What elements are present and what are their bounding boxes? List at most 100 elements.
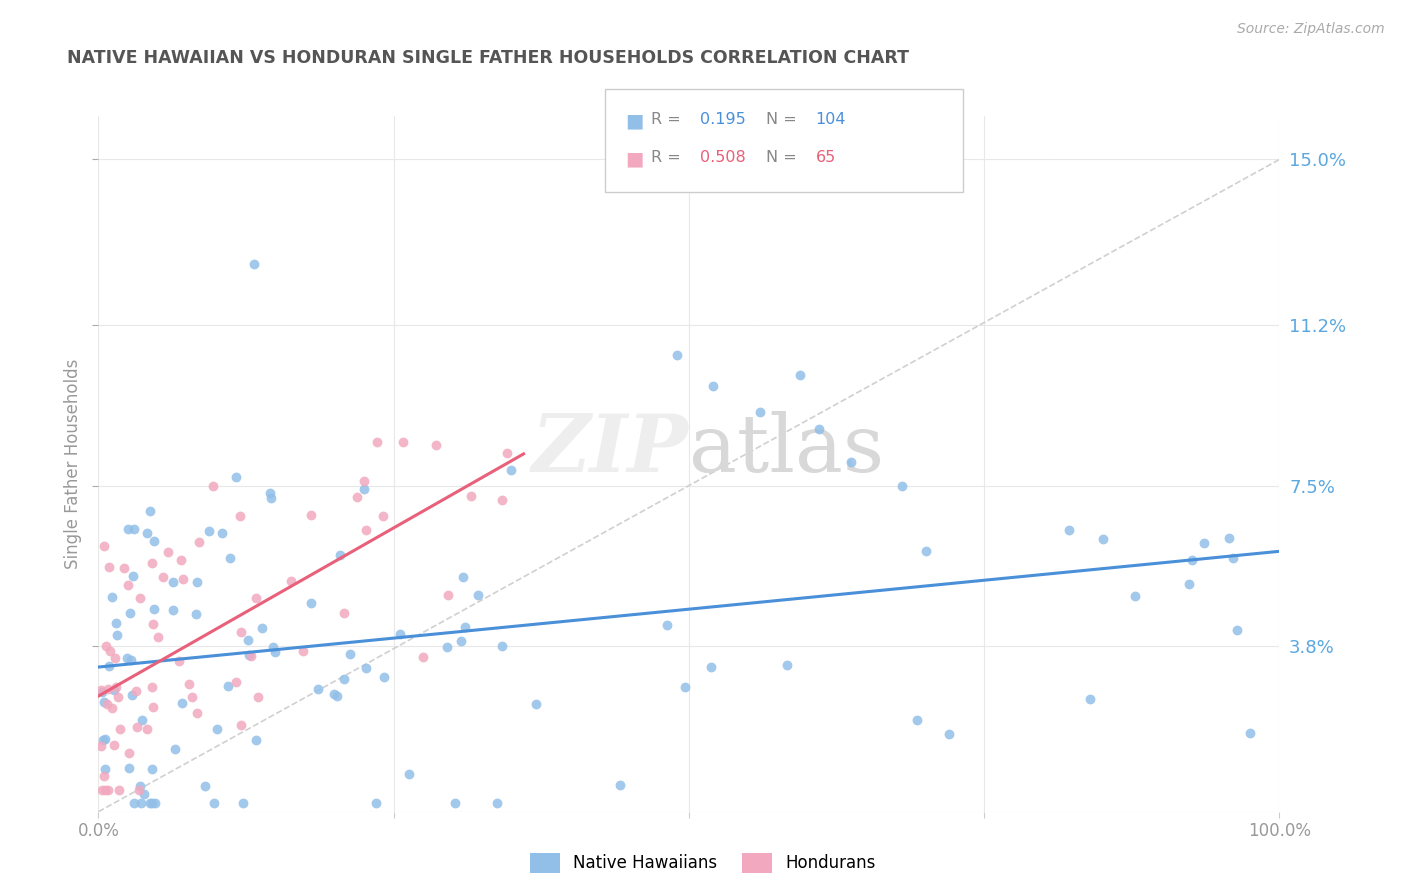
Point [142, 699, 165, 714]
Point [104, 651, 127, 665]
Point [673, 680, 696, 694]
Text: 0.195: 0.195 [700, 112, 747, 127]
Point [90, 685, 112, 699]
Point [100, 700, 122, 714]
Point [329, 548, 352, 562]
Point [105, 627, 128, 641]
Point [129, 796, 152, 810]
Point [291, 644, 314, 658]
Point [105, 680, 128, 694]
Point [322, 687, 344, 701]
Point [451, 570, 474, 584]
Point [454, 620, 477, 634]
Point [110, 722, 132, 736]
Point [776, 658, 799, 673]
Point [93, 539, 115, 553]
Point [139, 796, 162, 810]
Point [118, 746, 141, 760]
Point [184, 607, 207, 621]
Point [1239, 726, 1261, 740]
Point [94, 640, 117, 654]
Point [90, 682, 112, 697]
Point [172, 572, 194, 586]
Point [1218, 531, 1240, 545]
Point [373, 670, 395, 684]
Point [938, 727, 960, 741]
Point [1078, 692, 1101, 706]
Point [657, 617, 679, 632]
Point [167, 654, 190, 668]
Point [142, 617, 165, 632]
Point [412, 649, 434, 664]
Point [143, 796, 166, 810]
Point [229, 624, 252, 639]
Point [125, 683, 148, 698]
Point [90, 739, 112, 754]
Point [437, 588, 460, 602]
Point [789, 368, 811, 382]
Point [353, 482, 375, 496]
Point [398, 767, 420, 781]
Point [117, 578, 139, 592]
Point [187, 535, 209, 549]
Point [225, 674, 247, 689]
Point [299, 508, 322, 522]
Point [1178, 576, 1201, 591]
Point [98, 644, 121, 658]
Point [231, 717, 253, 731]
Point [250, 621, 273, 635]
Point [134, 787, 156, 801]
Point [217, 679, 239, 693]
Point [245, 591, 267, 605]
Point [211, 526, 233, 541]
Point [181, 690, 204, 705]
Point [1194, 536, 1216, 550]
Point [339, 647, 361, 661]
Point [666, 348, 689, 362]
Point [122, 569, 145, 583]
Point [135, 526, 157, 541]
Point [202, 796, 225, 810]
Point [373, 508, 395, 523]
Point [354, 523, 377, 537]
Point [839, 455, 862, 469]
Point [1222, 551, 1244, 566]
Point [94, 732, 117, 747]
Point [1091, 532, 1114, 546]
Point [115, 650, 138, 665]
Point [91, 783, 114, 797]
Point [197, 524, 219, 538]
Point [353, 475, 375, 489]
Point [236, 632, 259, 647]
Text: NATIVE HAWAIIAN VS HONDURAN SINGLE FATHER HOUSEHOLDS CORRELATION CHART: NATIVE HAWAIIAN VS HONDURAN SINGLE FATHE… [67, 49, 910, 67]
Point [1226, 623, 1249, 637]
Point [142, 533, 165, 548]
Point [391, 435, 413, 450]
Point [128, 779, 150, 793]
Point [280, 574, 302, 589]
Text: R =: R = [651, 150, 686, 165]
Point [103, 738, 125, 752]
Point [120, 652, 142, 666]
Point [122, 796, 145, 810]
Point [107, 783, 129, 797]
Point [444, 796, 467, 810]
Point [186, 706, 208, 721]
Point [748, 405, 770, 419]
Point [450, 634, 472, 648]
Point [152, 570, 174, 584]
Point [127, 720, 149, 734]
Point [162, 603, 184, 617]
Point [186, 575, 208, 590]
Point [96, 698, 118, 712]
Point [141, 680, 163, 694]
Point [128, 591, 150, 606]
Point [346, 490, 368, 504]
Point [307, 681, 329, 696]
Legend: Native Hawaiians, Hondurans: Native Hawaiians, Hondurans [523, 847, 883, 880]
Point [388, 626, 411, 640]
Text: N =: N = [766, 112, 803, 127]
Point [239, 648, 262, 663]
Point [262, 640, 284, 654]
Y-axis label: Single Father Households: Single Father Households [63, 359, 82, 569]
